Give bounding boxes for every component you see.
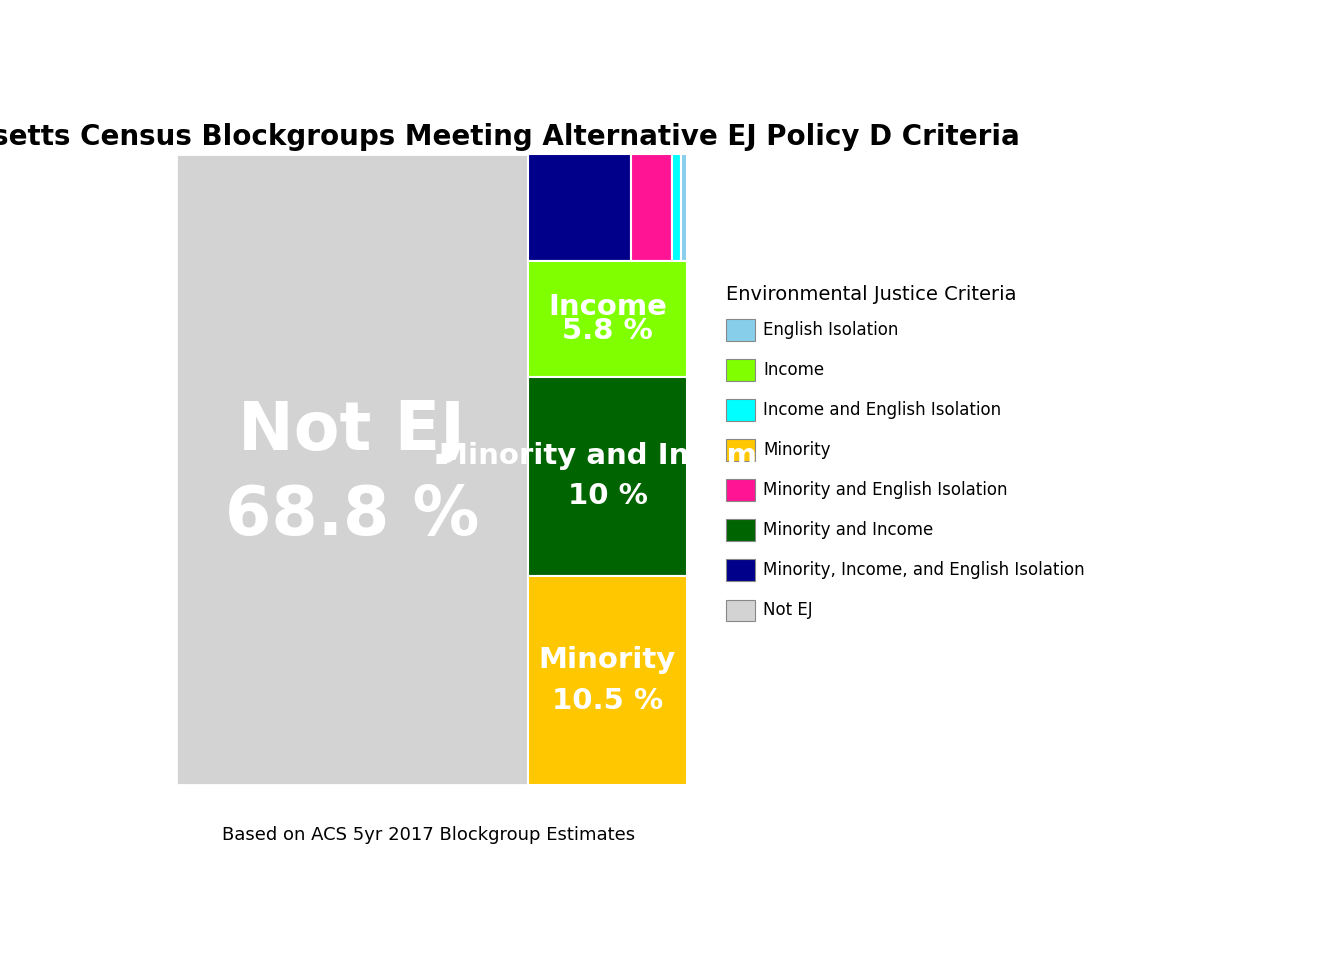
Text: Not EJ: Not EJ (763, 601, 813, 619)
Text: 5.8 %: 5.8 % (562, 317, 653, 345)
Text: Minority: Minority (539, 646, 676, 674)
Bar (726, 519, 755, 541)
Text: Income and English Isolation: Income and English Isolation (763, 401, 1001, 420)
Bar (528, 576, 687, 785)
Text: Income: Income (548, 294, 667, 322)
Text: Minority, Income, and English Isolation: Minority, Income, and English Isolation (763, 562, 1085, 579)
Text: Income: Income (763, 361, 824, 379)
Bar (528, 376, 687, 576)
Text: 10.5 %: 10.5 % (552, 687, 663, 715)
Text: Not EJ: Not EJ (238, 397, 465, 464)
Bar (726, 600, 755, 621)
Bar (672, 154, 681, 261)
Bar (681, 154, 687, 261)
Text: Minority and Income: Minority and Income (763, 521, 934, 540)
Bar (726, 320, 755, 341)
Text: Minority and Income: Minority and Income (438, 443, 777, 470)
Bar (528, 154, 632, 261)
Text: 10 %: 10 % (567, 482, 648, 511)
Text: Massachusetts Census Blockgroups Meeting Alternative EJ Policy D Criteria: Massachusetts Census Blockgroups Meeting… (0, 123, 1019, 151)
Bar (632, 154, 672, 261)
Bar (726, 359, 755, 381)
Bar (726, 479, 755, 501)
Bar (176, 154, 528, 785)
Bar (726, 440, 755, 461)
Bar (726, 399, 755, 420)
Text: Minority and English Isolation: Minority and English Isolation (763, 481, 1008, 499)
Text: Environmental Justice Criteria: Environmental Justice Criteria (726, 284, 1016, 303)
Text: 68.8 %: 68.8 % (224, 483, 478, 548)
Text: English Isolation: English Isolation (763, 321, 899, 339)
Text: Minority: Minority (763, 442, 831, 459)
Bar (528, 261, 687, 376)
Bar (726, 560, 755, 581)
Text: Based on ACS 5yr 2017 Blockgroup Estimates: Based on ACS 5yr 2017 Blockgroup Estimat… (222, 827, 634, 844)
